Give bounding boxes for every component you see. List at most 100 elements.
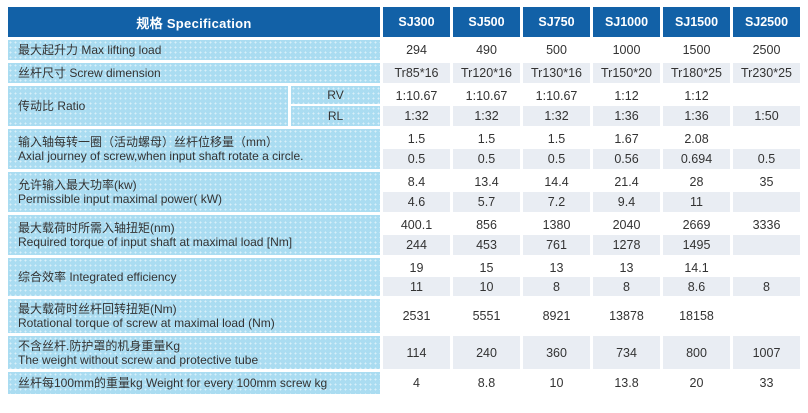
value-cell: Tr120*16 (453, 63, 520, 83)
value-cell: 13 (593, 258, 660, 277)
row-label-line-cn: 最大载荷时丝杆回转扭矩(Nm) (18, 302, 177, 316)
row-label-area: 丝杆每100mm的重量kg Weight for every 100mm scr… (8, 372, 380, 394)
value-cell: 1380 (523, 215, 590, 235)
value-cell: Tr230*25 (733, 63, 800, 83)
spec-row: 输入轴每转一圈（活动螺母）丝杆位移量（mm） Axial journey of s… (8, 129, 800, 169)
row-label-area: 传动比 Ratio RV RL (8, 86, 380, 126)
value-cell: 8.8 (453, 372, 520, 394)
value-cell: 800 (663, 336, 730, 369)
value-cell: 0.56 (593, 149, 660, 169)
value-cell: 14.1 (663, 258, 730, 277)
row-values: 19 15 13 13 14.1 11 10 8 8 8.6 8 (383, 258, 800, 296)
value-cell: 400.1 (383, 215, 450, 235)
value-cell: Tr180*25 (663, 63, 730, 83)
value-cell: 13.8 (593, 372, 660, 394)
row-values: 294 490 500 1000 1500 2500 (383, 40, 800, 60)
spec-row: 最大载荷时丝杆回转扭矩(Nm) Rotational torque of scre… (8, 299, 800, 333)
row-label-area: 不含丝杆.防护罩的机身重量Kg The weight without screw … (8, 336, 380, 369)
value-cell: 0.5 (523, 149, 590, 169)
row-label-area: 最大载荷时所需入轴扭矩(nm) Required torque of input … (8, 215, 380, 255)
value-cell: Tr85*16 (383, 63, 450, 83)
value-cell: 28 (663, 172, 730, 192)
value-cell (733, 235, 800, 255)
value-cell: 1007 (733, 336, 800, 369)
value-cell: 14.4 (523, 172, 590, 192)
value-cell: 21.4 (593, 172, 660, 192)
value-cell: 1.5 (383, 129, 450, 149)
row-label-area: 最大载荷时丝杆回转扭矩(Nm) Rotational torque of scre… (8, 299, 380, 333)
value-cell: 2531 (383, 299, 450, 333)
value-subrow: 114 240 360 734 800 1007 (383, 336, 800, 369)
row-label-area: 丝杆尺寸 Screw dimension (8, 63, 380, 83)
row-label-line-en: The weight without screw and protective … (18, 352, 259, 367)
spec-row: 最大起升力 Max lifting load 294 490 500 1000 1500 2… (8, 40, 800, 60)
value-cell: 761 (523, 235, 590, 255)
spec-row: 综合效率 Integrated efficiency 19 15 13 13 14.1 11… (8, 258, 800, 296)
value-cell: 1:36 (663, 106, 730, 126)
spec-row: 丝杆尺寸 Screw dimension Tr85*16 Tr120*16 Tr130… (8, 63, 800, 83)
value-subrow: 2531 5551 8921 13878 18158 (383, 299, 800, 333)
row-values: 400.1 856 1380 2040 2669 3336 244 453 761 1278 149… (383, 215, 800, 255)
row-label-line-cn: 不含丝杆.防护罩的机身重量Kg (18, 338, 181, 353)
value-cell: 1.67 (593, 129, 660, 149)
value-subrow: Tr85*16 Tr120*16 Tr130*16 Tr150*20 Tr180*25 T… (383, 63, 800, 83)
value-cell (733, 192, 800, 212)
value-cell: 33 (733, 372, 800, 394)
value-subrow: 1:10.67 1:10.67 1:10.67 1:12 1:12 (383, 86, 800, 106)
value-cell: 1.5 (523, 129, 590, 149)
value-cell: 1495 (663, 235, 730, 255)
value-cell: 1000 (593, 40, 660, 60)
value-cell: 1:10.67 (453, 86, 520, 106)
spec-row: 传动比 Ratio RV RL 1:10.67 1:10.67 1:10.67 1:12 1:… (8, 86, 800, 126)
value-cell: 1500 (663, 40, 730, 60)
row-label: 输入轴每转一圈（活动螺母）丝杆位移量（mm） Axial journey of s… (8, 129, 380, 169)
value-subrow: 244 453 761 1278 1495 (383, 235, 800, 255)
value-cell: 5.7 (453, 192, 520, 212)
value-cell (733, 129, 800, 149)
ratio-sub-label: RV (291, 86, 380, 106)
row-label-line-en: Axial journey of screw,when input shaft … (18, 149, 304, 163)
value-subrow: 8.4 13.4 14.4 21.4 28 35 (383, 172, 800, 192)
value-cell (733, 86, 800, 106)
value-cell: 8921 (523, 299, 590, 333)
value-subrow: 400.1 856 1380 2040 2669 3336 (383, 215, 800, 235)
row-label-area: 综合效率 Integrated efficiency (8, 258, 380, 296)
value-cell: 1278 (593, 235, 660, 255)
value-cell: 453 (453, 235, 520, 255)
value-cell: 1:50 (733, 106, 800, 126)
row-values: 4 8.8 10 13.8 20 33 (383, 372, 800, 394)
value-subrow: 294 490 500 1000 1500 2500 (383, 40, 800, 60)
value-cell: 11 (663, 192, 730, 212)
column-headers: SJ300 SJ500 SJ750 SJ1000 SJ1500 SJ2500 (383, 7, 800, 37)
spec-row: 不含丝杆.防护罩的机身重量Kg The weight without screw … (8, 336, 800, 369)
column-header: SJ2500 (733, 7, 800, 37)
row-label-area: 最大起升力 Max lifting load (8, 40, 380, 60)
value-subrow: 1:32 1:32 1:32 1:36 1:36 1:50 (383, 106, 800, 126)
row-label: 最大载荷时丝杆回转扭矩(Nm) Rotational torque of scre… (8, 299, 380, 333)
value-subrow: 4.6 5.7 7.2 9.4 11 (383, 192, 800, 212)
value-cell: 1:10.67 (383, 86, 450, 106)
value-cell: 8 (593, 277, 660, 296)
value-subrow: 0.5 0.5 0.5 0.56 0.694 0.5 (383, 149, 800, 169)
value-cell: 114 (383, 336, 450, 369)
value-cell: 500 (523, 40, 590, 60)
value-cell: 19 (383, 258, 450, 277)
row-label-line-cn: 丝杆尺寸 Screw dimension (18, 66, 161, 80)
value-cell: 9.4 (593, 192, 660, 212)
value-cell: 13.4 (453, 172, 520, 192)
value-cell: 2040 (593, 215, 660, 235)
row-label-line-en: Rotational torque of screw at maximal lo… (18, 316, 275, 330)
column-header: SJ300 (383, 7, 450, 37)
value-cell: 11 (383, 277, 450, 296)
value-cell: 0.5 (733, 149, 800, 169)
row-values: 1:10.67 1:10.67 1:10.67 1:12 1:12 1:32 1:32 1:3… (383, 86, 800, 126)
column-header: SJ1500 (663, 7, 730, 37)
value-cell: 2.08 (663, 129, 730, 149)
value-cell: 4.6 (383, 192, 450, 212)
value-cell: 244 (383, 235, 450, 255)
value-subrow: 11 10 8 8 8.6 8 (383, 277, 800, 296)
value-cell: 10 (523, 372, 590, 394)
value-cell: 1:32 (523, 106, 590, 126)
value-cell: 13878 (593, 299, 660, 333)
